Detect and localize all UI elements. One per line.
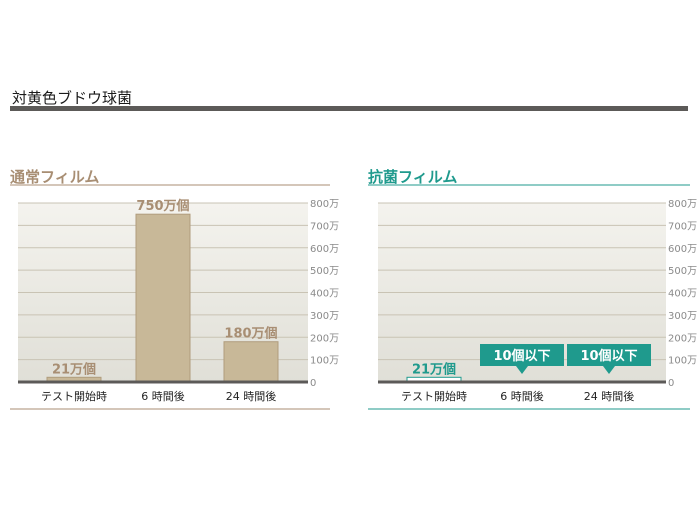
normal-y-tick-label: 800万 <box>310 199 339 210</box>
anti-y-tick-label: 400万 <box>668 289 697 300</box>
anti-y-tick-label: 100万 <box>668 356 697 367</box>
antibacterial-film-chart-title: 抗菌フィルム <box>368 168 458 186</box>
normal-y-tick-label: 400万 <box>310 289 339 300</box>
anti-y-tick-label: 200万 <box>668 333 697 344</box>
normal-y-tick-label: 300万 <box>310 311 339 322</box>
anti-y-tick-label: 300万 <box>668 311 697 322</box>
normal-y-tick-label: 100万 <box>310 356 339 367</box>
normal-category-label: 6 時間後 <box>141 389 185 403</box>
normal-y-tick-label: 700万 <box>310 221 339 232</box>
normal-data-label: 750万個 <box>136 198 189 214</box>
normal-film-chart: 0 100万 200万 300万 400万 500万 600万 700万 800万 21万個テスト… <box>10 184 339 410</box>
anti-callout-box <box>480 344 564 366</box>
normal-y-tick-label: 500万 <box>310 266 339 277</box>
normal-category-label: テスト開始時 <box>41 389 107 403</box>
anti-category-label: 6 時間後 <box>500 389 544 403</box>
normal-y-tick-label: 200万 <box>310 333 339 344</box>
normal-category-label: 24 時間後 <box>226 389 277 403</box>
normal-y-tick-label: 600万 <box>310 244 339 255</box>
anti-data-label: 10個以下 <box>493 348 550 364</box>
normal-bar <box>135 213 191 383</box>
anti-data-label: 10個以下 <box>580 348 637 364</box>
anti-data-label: 21万個 <box>412 361 456 377</box>
anti-callout-box <box>567 344 651 366</box>
normal-y-tick-label: 0 <box>310 378 316 389</box>
anti-callout-pointer <box>603 366 615 374</box>
title-divider <box>10 106 688 111</box>
anti-category-label: テスト開始時 <box>401 389 467 403</box>
normal-film-chart-title: 通常フィルム <box>10 168 100 186</box>
anti-category-label: 24 時間後 <box>584 389 635 403</box>
anti-y-tick-label: 500万 <box>668 266 697 277</box>
antibacterial-film-chart: 0 100万 200万 300万 400万 500万 600万 700万 800万 21万個テスト… <box>368 184 697 410</box>
normal-data-label: 21万個 <box>52 361 96 377</box>
anti-y-tick-label: 700万 <box>668 221 697 232</box>
anti-y-tick-label: 600万 <box>668 244 697 255</box>
normal-bar <box>223 341 279 383</box>
anti-y-tick-label: 0 <box>668 378 674 389</box>
anti-callout-pointer <box>516 366 528 374</box>
normal-data-label: 180万個 <box>224 326 277 342</box>
anti-y-tick-label: 800万 <box>668 199 697 210</box>
page-title: 対黄色ブドウ球菌 <box>12 89 133 107</box>
